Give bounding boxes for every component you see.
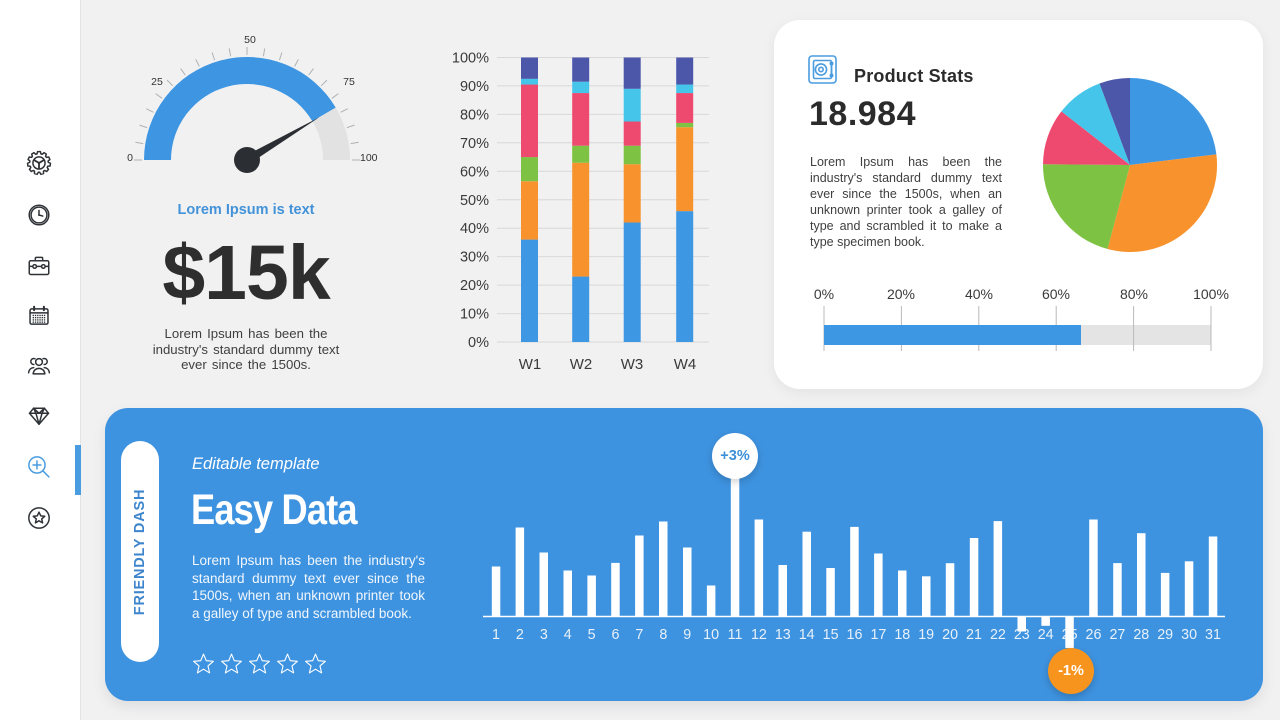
svg-text:4: 4 — [564, 627, 572, 643]
svg-text:40%: 40% — [460, 221, 489, 237]
svg-text:50: 50 — [244, 34, 256, 46]
svg-text:W3: W3 — [621, 356, 644, 373]
svg-text:11: 11 — [728, 627, 743, 643]
svg-text:40%: 40% — [965, 286, 993, 302]
svg-text:26: 26 — [1086, 627, 1102, 643]
svg-text:29: 29 — [1157, 627, 1173, 643]
svg-text:100%: 100% — [1193, 286, 1229, 302]
svg-text:75: 75 — [343, 76, 355, 88]
svg-text:8: 8 — [659, 627, 667, 643]
svg-text:9: 9 — [683, 627, 691, 643]
svg-text:20: 20 — [942, 627, 958, 643]
svg-text:70%: 70% — [460, 136, 489, 152]
svg-text:80%: 80% — [460, 107, 489, 123]
svg-text:20%: 20% — [460, 278, 489, 294]
svg-text:50%: 50% — [460, 193, 489, 209]
svg-text:6: 6 — [612, 627, 620, 643]
svg-text:19: 19 — [918, 627, 934, 643]
svg-text:18: 18 — [894, 627, 910, 643]
svg-text:5: 5 — [588, 627, 596, 643]
svg-text:W2: W2 — [570, 356, 593, 373]
svg-text:27: 27 — [1109, 627, 1125, 643]
svg-text:W4: W4 — [674, 356, 697, 373]
svg-text:3: 3 — [540, 627, 548, 643]
svg-text:15: 15 — [823, 627, 839, 643]
svg-text:80%: 80% — [1120, 286, 1148, 302]
svg-text:60%: 60% — [1042, 286, 1070, 302]
svg-text:17: 17 — [870, 627, 886, 643]
svg-text:7: 7 — [635, 627, 643, 643]
svg-text:10: 10 — [703, 627, 719, 643]
svg-text:W1: W1 — [519, 356, 542, 373]
svg-text:25: 25 — [151, 76, 163, 88]
svg-text:14: 14 — [799, 627, 815, 643]
svg-text:100%: 100% — [452, 51, 489, 67]
svg-text:22: 22 — [990, 627, 1006, 643]
svg-text:1: 1 — [492, 627, 500, 643]
svg-text:24: 24 — [1038, 627, 1054, 643]
svg-text:0%: 0% — [468, 335, 489, 351]
svg-text:21: 21 — [966, 627, 982, 643]
svg-text:28: 28 — [1133, 627, 1149, 643]
svg-text:20%: 20% — [887, 286, 915, 302]
svg-text:60%: 60% — [460, 164, 489, 180]
svg-text:13: 13 — [775, 627, 791, 643]
svg-text:0%: 0% — [814, 286, 834, 302]
svg-text:30: 30 — [1181, 627, 1197, 643]
svg-text:2: 2 — [516, 627, 524, 643]
svg-text:100: 100 — [360, 152, 378, 164]
svg-text:90%: 90% — [460, 79, 489, 95]
svg-text:10%: 10% — [460, 307, 489, 323]
svg-text:16: 16 — [847, 627, 863, 643]
svg-text:0: 0 — [127, 152, 133, 164]
svg-text:30%: 30% — [460, 250, 489, 266]
svg-text:12: 12 — [751, 627, 767, 643]
svg-text:31: 31 — [1205, 627, 1221, 643]
